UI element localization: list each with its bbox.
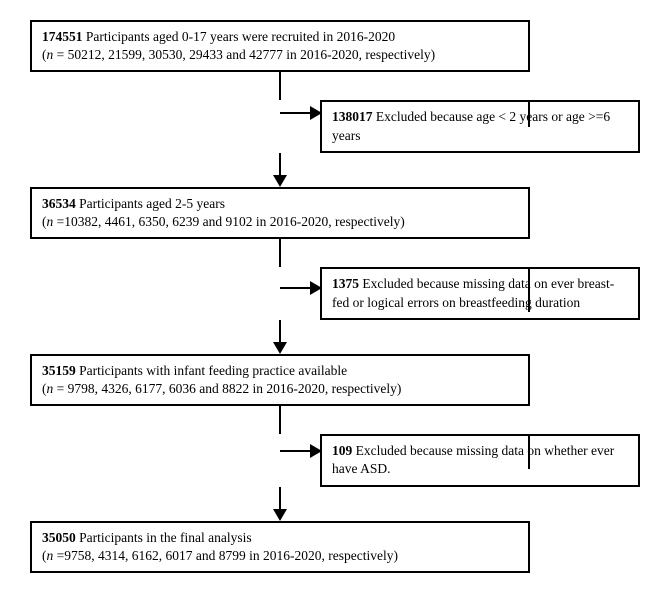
connector-overlay (528, 100, 530, 127)
e2-text: Excluded because missing data on ever br… (332, 276, 614, 309)
branch-hline (280, 450, 312, 452)
connector (279, 406, 281, 434)
node1-l2-rest: = 50212, 21599, 30530, 29433 and 42777 i… (53, 47, 435, 62)
branch-1: 138017 Excluded because age < 2 years or… (30, 100, 639, 152)
e1-count: 138017 (332, 109, 373, 124)
node3-line2: (n = 9798, 4326, 6177, 6036 and 8822 in … (42, 380, 518, 398)
node3-text1: Participants with infant feeding practic… (76, 363, 347, 378)
node1-line2: (n = 50212, 21599, 30530, 29433 and 4277… (42, 46, 518, 64)
node2-count: 36534 (42, 196, 76, 211)
node4-line2: (n =9758, 4314, 6162, 6017 and 8799 in 2… (42, 547, 518, 565)
branch-hline (280, 287, 312, 289)
connector (279, 487, 281, 509)
connector (279, 239, 281, 267)
node3-line1: 35159 Participants with infant feeding p… (42, 362, 518, 380)
exclude-node-2: 1375 Excluded because missing data on ev… (320, 267, 640, 319)
flow-node-3: 35159 Participants with infant feeding p… (30, 354, 530, 406)
flow-node-2: 36534 Participants aged 2-5 years (n =10… (30, 187, 530, 239)
node2-line1: 36534 Participants aged 2-5 years (42, 195, 518, 213)
e1-text: Excluded because age < 2 years or age >=… (332, 109, 610, 142)
connector (279, 153, 281, 175)
node4-text1: Participants in the final analysis (76, 530, 252, 545)
node3-l2-rest: = 9798, 4326, 6177, 6036 and 8822 in 201… (53, 381, 401, 396)
node2-line2: (n =10382, 4461, 6350, 6239 and 9102 in … (42, 213, 518, 231)
arrow-down-icon (273, 509, 287, 521)
exclude-node-3: 109 Excluded because missing data on whe… (320, 434, 640, 486)
node3-count: 35159 (42, 363, 76, 378)
node2-text1: Participants aged 2-5 years (76, 196, 225, 211)
branch-2: 1375 Excluded because missing data on ev… (30, 267, 639, 319)
e3-text: Excluded because missing data on whether… (332, 443, 614, 476)
node1-count: 174551 (42, 29, 83, 44)
node1-text1: Participants aged 0-17 years were recrui… (83, 29, 396, 44)
node4-line1: 35050 Participants in the final analysis (42, 529, 518, 547)
arrow-down-icon (273, 342, 287, 354)
node4-count: 35050 (42, 530, 76, 545)
flow-node-1: 174551 Participants aged 0-17 years were… (30, 20, 530, 72)
branch-hline (280, 112, 312, 114)
connector-overlay (528, 267, 530, 312)
node2-l2-rest: =10382, 4461, 6350, 6239 and 9102 in 201… (53, 214, 404, 229)
connector-overlay (528, 434, 530, 469)
node4-l2-rest: =9758, 4314, 6162, 6017 and 8799 in 2016… (53, 548, 398, 563)
arrow-down-icon (273, 175, 287, 187)
connector (279, 72, 281, 100)
e3-count: 109 (332, 443, 352, 458)
node1-line1: 174551 Participants aged 0-17 years were… (42, 28, 518, 46)
connector (279, 320, 281, 342)
e2-count: 1375 (332, 276, 359, 291)
exclude-node-1: 138017 Excluded because age < 2 years or… (320, 100, 640, 152)
branch-3: 109 Excluded because missing data on whe… (30, 434, 639, 486)
flow-node-4: 35050 Participants in the final analysis… (30, 521, 530, 573)
